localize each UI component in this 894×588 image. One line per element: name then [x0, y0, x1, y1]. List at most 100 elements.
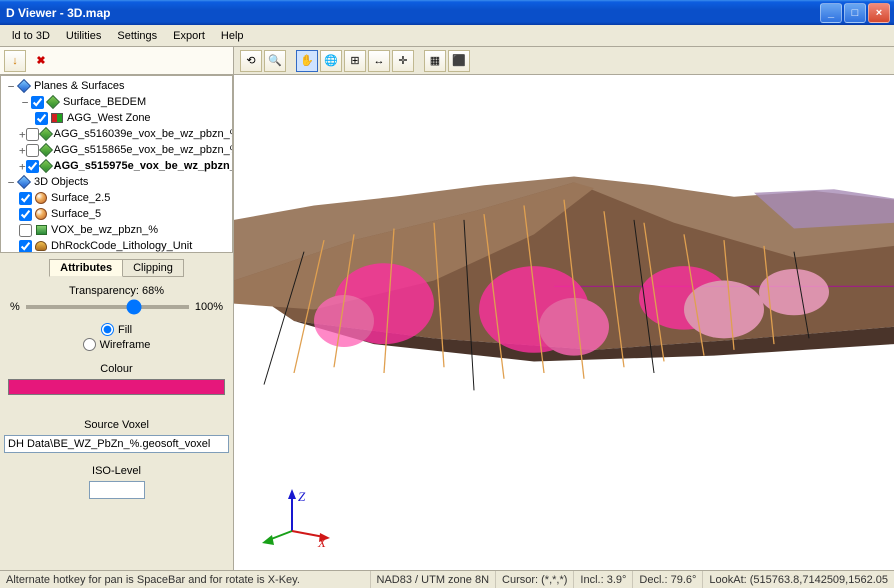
- expand-icon[interactable]: +: [19, 128, 26, 141]
- tree-checkbox[interactable]: [19, 240, 32, 253]
- tree-item[interactable]: AGG_West Zone: [1, 110, 232, 126]
- slider-max-label: 100%: [195, 301, 223, 313]
- crosshair-button[interactable]: ✛: [392, 50, 414, 72]
- import-button[interactable]: ↓: [4, 50, 26, 72]
- tree-item[interactable]: Surface_2.5: [1, 190, 232, 206]
- delete-icon: ✖: [36, 54, 45, 67]
- status-incl: Incl.: 3.9°: [574, 571, 633, 588]
- attributes-panel: Attributes Clipping Transparency: 68% % …: [0, 253, 233, 570]
- tree-item[interactable]: VOX_be_wz_pbzn_%: [1, 222, 232, 238]
- globe-icon: [34, 192, 48, 204]
- measure-button[interactable]: ↔: [368, 50, 390, 72]
- diamond-icon: [41, 160, 51, 172]
- diamond-icon: [46, 96, 60, 108]
- diamond-icon: [17, 176, 31, 188]
- delete-button[interactable]: ✖: [30, 50, 52, 72]
- tree-label: Surface_5: [51, 208, 101, 220]
- status-bar: Alternate hotkey for pan is SpaceBar and…: [0, 570, 894, 588]
- tree-label: AGG_s515975e_vox_be_wz_pbzn_%: [54, 160, 233, 172]
- render-fill-row[interactable]: Fill: [4, 323, 229, 336]
- 3d-canvas[interactable]: Z X: [234, 75, 894, 570]
- tree-group-objects[interactable]: − 3D Objects: [1, 174, 232, 190]
- terrain-svg: [234, 165, 894, 425]
- tree-label: AGG_West Zone: [67, 112, 151, 124]
- diamond-icon: [41, 144, 51, 156]
- side-toolbar: ↓ ✖: [0, 47, 233, 75]
- download-icon: ↓: [12, 55, 18, 67]
- menu-add3d[interactable]: ld to 3D: [4, 27, 58, 45]
- tree-item[interactable]: Surface_5: [1, 206, 232, 222]
- slider-min-label: %: [10, 301, 20, 313]
- tree-checkbox[interactable]: [19, 208, 32, 221]
- tree-label: AGG_s515865e_vox_be_wz_pbzn_%: [54, 144, 233, 156]
- collapse-icon[interactable]: −: [5, 80, 17, 93]
- tab-attributes[interactable]: Attributes: [49, 259, 123, 277]
- pan-button[interactable]: ✋: [296, 50, 318, 72]
- menu-settings[interactable]: Settings: [109, 27, 165, 45]
- box-zoom-button[interactable]: ⊞: [344, 50, 366, 72]
- collapse-icon[interactable]: −: [5, 176, 17, 189]
- tree-checkbox[interactable]: [26, 128, 39, 141]
- render-wire-row[interactable]: Wireframe: [4, 338, 229, 351]
- reset-view-button[interactable]: ⟲: [240, 50, 262, 72]
- tree-label: Surface_2.5: [51, 192, 110, 204]
- status-hint: Alternate hotkey for pan is SpaceBar and…: [0, 571, 371, 588]
- tab-clipping[interactable]: Clipping: [123, 259, 184, 277]
- status-decl: Decl.: 79.6°: [633, 571, 703, 588]
- colour-swatch[interactable]: [8, 379, 225, 395]
- flag-icon: [50, 112, 64, 124]
- tree-checkbox[interactable]: [19, 224, 32, 237]
- snapshot-button[interactable]: ⬛: [448, 50, 470, 72]
- tree-checkbox[interactable]: [26, 160, 39, 173]
- source-voxel-label: Source Voxel: [4, 419, 229, 431]
- tree-item-selected[interactable]: + AGG_s515975e_vox_be_wz_pbzn_%: [1, 158, 232, 174]
- layer-tree[interactable]: − Planes & Surfaces − Surface_BEDEM AGG_…: [0, 75, 233, 253]
- tree-checkbox[interactable]: [35, 112, 48, 125]
- window-title: D Viewer - 3D.map: [6, 6, 818, 20]
- wireframe-label: Wireframe: [100, 339, 151, 351]
- tree-checkbox[interactable]: [26, 144, 39, 157]
- iso-input[interactable]: [89, 481, 145, 499]
- main-area: ↓ ✖ − Planes & Surfaces − Surface_BEDEM …: [0, 47, 894, 570]
- axis-z-label: Z: [298, 489, 306, 504]
- orbit-button[interactable]: 🌐: [320, 50, 342, 72]
- tree-item[interactable]: DhRockCode_Lithology_Unit: [1, 238, 232, 253]
- axis-x-label: X: [317, 535, 327, 549]
- diamond-icon: [41, 128, 51, 140]
- axes-gizmo: Z X: [262, 489, 332, 552]
- title-bar: D Viewer - 3D.map _ □ ×: [0, 0, 894, 25]
- collapse-icon[interactable]: −: [19, 96, 31, 109]
- wireframe-radio[interactable]: [83, 338, 96, 351]
- tree-group-planes[interactable]: − Planes & Surfaces: [1, 78, 232, 94]
- cylinder-icon: [34, 240, 48, 252]
- menu-export[interactable]: Export: [165, 27, 213, 45]
- grid-button[interactable]: ▦: [424, 50, 446, 72]
- tree-label: VOX_be_wz_pbzn_%: [51, 224, 158, 236]
- zoom-button[interactable]: 🔍: [264, 50, 286, 72]
- tree-item[interactable]: − Surface_BEDEM: [1, 94, 232, 110]
- transparency-label: Transparency: 68%: [4, 285, 229, 297]
- fill-radio[interactable]: [101, 323, 114, 336]
- menu-help[interactable]: Help: [213, 27, 252, 45]
- menu-utilities[interactable]: Utilities: [58, 27, 109, 45]
- tree-label: Surface_BEDEM: [63, 96, 146, 108]
- tree-label: Planes & Surfaces: [34, 80, 125, 92]
- maximize-button[interactable]: □: [844, 3, 866, 23]
- transparency-slider[interactable]: [26, 305, 189, 309]
- minimize-button[interactable]: _: [820, 3, 842, 23]
- tree-checkbox[interactable]: [31, 96, 44, 109]
- side-panel: ↓ ✖ − Planes & Surfaces − Surface_BEDEM …: [0, 47, 234, 570]
- source-voxel-field[interactable]: [4, 435, 229, 453]
- view-area: ⟲ 🔍 ✋ 🌐 ⊞ ↔ ✛ ▦ ⬛: [234, 47, 894, 570]
- diamond-icon: [17, 80, 31, 92]
- expand-icon[interactable]: +: [19, 144, 26, 157]
- block-icon: [34, 224, 48, 236]
- tree-item[interactable]: + AGG_s516039e_vox_be_wz_pbzn_%: [1, 126, 232, 142]
- expand-icon[interactable]: +: [19, 160, 26, 173]
- fill-label: Fill: [118, 324, 132, 336]
- status-cursor: Cursor: (*,*,*): [496, 571, 574, 588]
- tree-checkbox[interactable]: [19, 192, 32, 205]
- colour-label: Colour: [4, 363, 229, 375]
- tree-item[interactable]: + AGG_s515865e_vox_be_wz_pbzn_%: [1, 142, 232, 158]
- close-button[interactable]: ×: [868, 3, 890, 23]
